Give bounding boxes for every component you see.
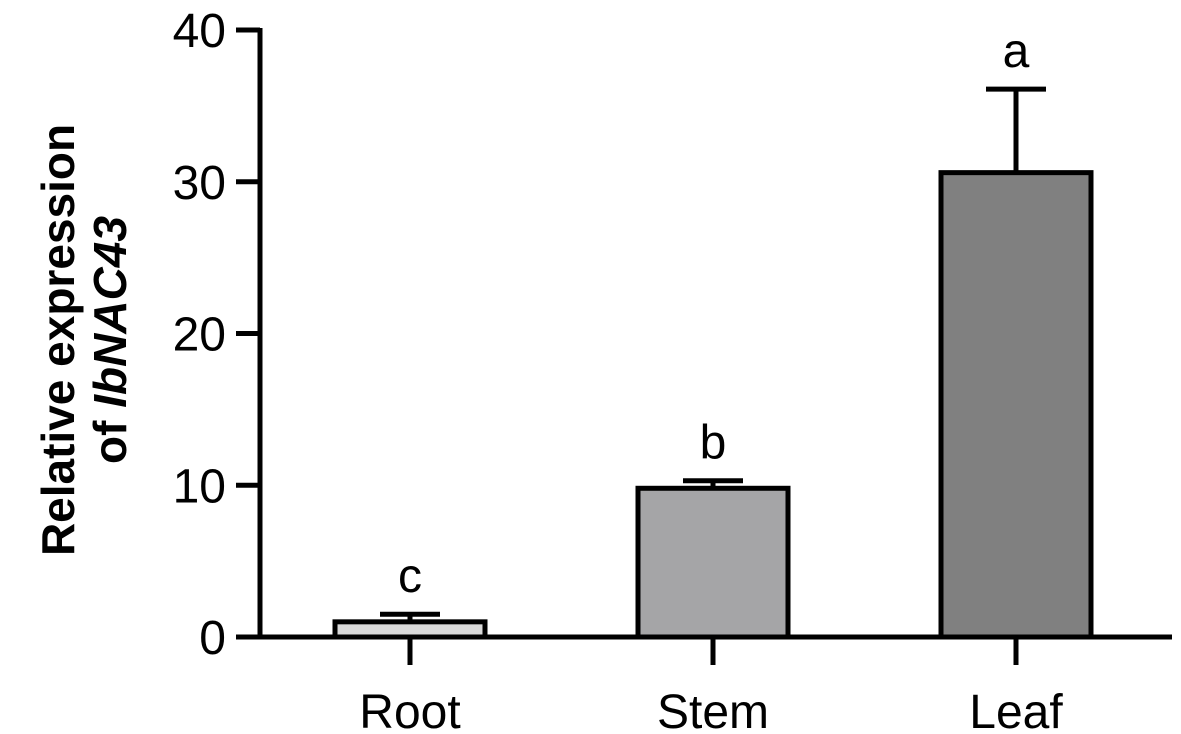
y-axis-label: Relative expression <box>32 124 84 556</box>
x-tick-label: Leaf <box>969 686 1063 734</box>
x-tick-label: Stem <box>657 686 769 734</box>
bar <box>938 170 1094 640</box>
y-tick-label: 0 <box>199 612 226 665</box>
y-tick-label: 20 <box>173 309 226 362</box>
x-tick-label: Root <box>359 686 460 734</box>
y-tick-label: 40 <box>173 5 226 58</box>
bar <box>635 485 791 640</box>
y-tick-label: 30 <box>173 157 226 210</box>
y-axis-label-prefix: of <box>84 420 136 464</box>
significance-letter: c <box>398 550 422 603</box>
y-tick-label: 10 <box>173 460 226 513</box>
significance-letter: b <box>700 417 727 470</box>
y-axis-label: of IbNAC43 <box>84 216 136 464</box>
significance-letter: a <box>1003 25 1030 78</box>
gene-name: IbNAC43 <box>84 216 136 408</box>
